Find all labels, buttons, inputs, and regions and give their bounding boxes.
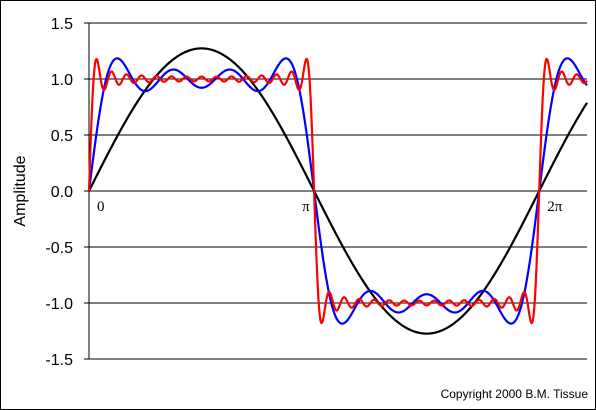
series-line-0 <box>88 47 588 335</box>
y-axis-title: Amplitude <box>12 155 29 226</box>
series-line-1 <box>87 57 588 325</box>
y-tick-label-2: 0.5 <box>51 128 73 145</box>
series-lines <box>87 47 588 335</box>
y-tick-label-0: 1.5 <box>51 16 73 33</box>
grid-lines <box>89 22 587 304</box>
y-tick-label-1: 1.0 <box>51 72 73 89</box>
x-annotations: 0 π 2π <box>97 199 563 215</box>
x-annotation-1: π <box>302 199 310 215</box>
y-tick-label-5: -1.0 <box>45 296 73 313</box>
y-tick-label-6: -1.5 <box>45 352 73 369</box>
copyright-note: Copyright 2000 B.M. Tissue <box>441 387 589 401</box>
x-annotation-2: 2π <box>547 199 563 215</box>
x-annotation-0: 0 <box>97 199 105 215</box>
y-tick-label-3: 0.0 <box>51 184 73 201</box>
y-tick-label-4: -0.5 <box>45 240 73 257</box>
series-line-2 <box>87 57 588 325</box>
y-tick-labels: 1.5 1.0 0.5 0.0 -0.5 -1.0 -1.5 <box>45 16 73 369</box>
